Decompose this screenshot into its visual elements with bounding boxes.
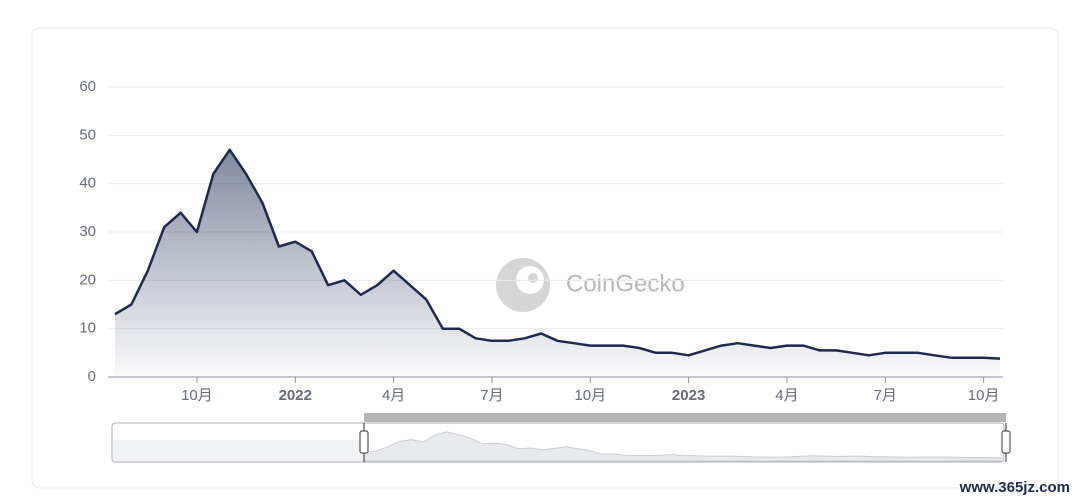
navigator-area (363, 431, 1005, 462)
y-tick-label: 40 (79, 175, 96, 192)
watermark: CoinGecko (566, 270, 685, 297)
y-tick-label: 60 (79, 78, 96, 95)
navigator-left-fill (113, 440, 364, 461)
x-tick-label: 7月 (874, 387, 897, 404)
x-tick-label: 2022 (279, 387, 312, 404)
y-tick-label: 30 (79, 223, 96, 240)
area (115, 149, 1000, 377)
x-tick-label: 4月 (775, 387, 798, 404)
x-tick-label: 4月 (382, 387, 405, 404)
y-tick-label: 0 (88, 368, 96, 385)
navigator-handle[interactable] (1001, 430, 1011, 454)
x-tick-label: 10月 (181, 387, 213, 404)
y-tick-label: 50 (79, 126, 96, 143)
watermark-logo (496, 258, 550, 312)
x-tick-label: 7月 (480, 387, 503, 404)
navigator-handle[interactable] (359, 430, 369, 454)
y-tick-label: 20 (79, 271, 96, 288)
x-tick-label: 10月 (968, 387, 1000, 404)
navigator-scrollbar (364, 413, 1006, 422)
site-watermark: www.365jz.com (959, 479, 1070, 496)
x-tick-label: 2023 (672, 387, 705, 404)
y-tick-label: 10 (79, 320, 96, 337)
line (114, 148, 1001, 360)
x-tick-label: 10月 (574, 387, 606, 404)
